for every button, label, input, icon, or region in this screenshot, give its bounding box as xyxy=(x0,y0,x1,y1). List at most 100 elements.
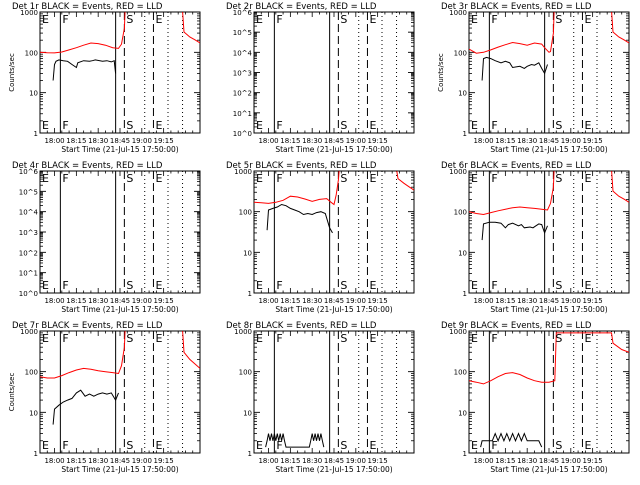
x-tick-label: 18:15 xyxy=(280,457,300,465)
chart-panel-1: Det 1r BLACK = Events, RED = LLD Counts/s… xyxy=(8,2,201,154)
lld-series-line xyxy=(469,171,629,216)
marker-label: S xyxy=(126,439,133,452)
y-tick-label: 1000 xyxy=(449,9,467,17)
x-axis-label: Start Time (21-Jul-15 17:50:00) xyxy=(61,145,178,154)
marker-label: E xyxy=(584,279,591,292)
y-tick-label: 10 xyxy=(458,90,467,98)
x-tick-label: 19:15 xyxy=(154,297,174,305)
y-tick-label: 10^0 xyxy=(233,130,252,138)
x-tick-label: 18:15 xyxy=(280,137,300,145)
lld-series-line xyxy=(469,12,629,54)
x-tick-label: 18:00 xyxy=(44,137,64,145)
y-tick-label: 10^6 xyxy=(233,9,253,17)
marker-label-top: E xyxy=(42,13,49,26)
x-tick-label: 19:15 xyxy=(583,297,603,305)
marker-label-top: E xyxy=(155,332,162,345)
plot-frame xyxy=(253,170,415,294)
marker-label: S xyxy=(555,119,562,132)
chart-panel-4: Det 4r BLACK = Events, RED = LLD 10^0 10^1… xyxy=(12,161,201,314)
x-tick-label: 18:00 xyxy=(44,457,64,465)
marker-label: E xyxy=(256,119,263,132)
y-tick-label: 1000 xyxy=(20,9,38,17)
plot-frame xyxy=(39,170,201,294)
marker-label-top: S xyxy=(340,332,347,345)
marker-label-top: S xyxy=(126,172,133,185)
x-tick-label: 19:15 xyxy=(583,137,603,145)
marker-label-top: F xyxy=(491,332,497,345)
chart-title: Det 2r BLACK = Events, RED = LLD xyxy=(226,2,377,12)
marker-label-top: F xyxy=(62,332,68,345)
marker-label: E xyxy=(471,439,478,452)
marker-label-top: S xyxy=(126,13,133,26)
marker-label: E xyxy=(471,119,478,132)
events-series-line xyxy=(266,203,333,234)
y-axis-label: Counts/sec xyxy=(8,373,16,412)
marker-label: E xyxy=(471,279,478,292)
events-series-line xyxy=(481,221,548,241)
chart-panel-5: Det 5r BLACK = Events, RED = LLD 1 10 100 10… xyxy=(226,161,415,314)
events-series-line xyxy=(265,433,325,448)
marker-label: E xyxy=(256,439,263,452)
marker-label: F xyxy=(491,279,497,292)
marker-label-top: F xyxy=(491,172,497,185)
x-axis-label: Start Time (21-Jul-15 17:50:00) xyxy=(61,305,178,314)
plot-frame xyxy=(468,330,630,454)
y-tick-label: 1000 xyxy=(449,328,467,336)
y-tick-label: 10 xyxy=(458,409,467,417)
marker-label-top: F xyxy=(276,332,282,345)
x-tick-label: 18:00 xyxy=(473,457,493,465)
events-series-line xyxy=(52,389,119,425)
marker-label: E xyxy=(256,279,263,292)
chart-title: Det 7r BLACK = Events, RED = LLD xyxy=(12,321,163,331)
x-tick-label: 18:30 xyxy=(302,137,322,145)
x-axis-label: Start Time (21-Jul-15 17:50:00) xyxy=(490,305,607,314)
chart-title: Det 1r BLACK = Events, RED = LLD xyxy=(12,2,163,12)
x-tick-label: 18:45 xyxy=(110,137,130,145)
y-tick-label: 100 xyxy=(25,369,38,377)
y-tick-label: 100 xyxy=(454,369,467,377)
y-tick-label: 10^0 xyxy=(19,290,38,298)
x-tick-label: 18:30 xyxy=(302,297,322,305)
y-tick-label: 1000 xyxy=(449,168,467,176)
marker-label-top: F xyxy=(62,172,68,185)
marker-label-top: E xyxy=(471,332,478,345)
x-tick-label: 18:15 xyxy=(66,297,86,305)
marker-label: E xyxy=(584,439,591,452)
x-tick-label: 18:00 xyxy=(258,457,278,465)
y-tick-label: 10^2 xyxy=(19,249,38,257)
chart-panel-7: Det 7r BLACK = Events, RED = LLD Counts/s… xyxy=(8,321,201,474)
marker-label: F xyxy=(491,439,497,452)
marker-label: F xyxy=(276,439,282,452)
events-series-line xyxy=(52,59,117,81)
x-tick-label: 18:30 xyxy=(88,137,108,145)
marker-label-top: E xyxy=(256,332,263,345)
marker-label: F xyxy=(276,119,282,132)
x-tick-label: 18:45 xyxy=(110,297,130,305)
y-tick-label: 10 xyxy=(243,249,252,257)
x-tick-label: 18:15 xyxy=(495,137,515,145)
x-tick-label: 18:00 xyxy=(44,297,64,305)
x-tick-label: 18:15 xyxy=(66,457,86,465)
x-tick-label: 18:00 xyxy=(473,137,493,145)
y-tick-label: 10 xyxy=(29,409,38,417)
y-tick-label: 1 xyxy=(34,130,38,138)
x-tick-label: 18:30 xyxy=(302,457,322,465)
lld-series-line xyxy=(469,332,629,385)
x-tick-label: 18:30 xyxy=(517,457,537,465)
marker-label-top: E xyxy=(155,13,162,26)
marker-label-top: S xyxy=(555,172,562,185)
chart-title: Det 5r BLACK = Events, RED = LLD xyxy=(226,161,377,171)
marker-label-top: E xyxy=(42,332,49,345)
x-tick-label: 19:15 xyxy=(154,137,174,145)
marker-label: S xyxy=(340,119,347,132)
x-tick-label: 18:30 xyxy=(517,297,537,305)
marker-label: E xyxy=(42,119,49,132)
lld-series-line xyxy=(40,331,200,379)
chart-title: Det 8r BLACK = Events, RED = LLD xyxy=(226,321,377,331)
x-tick-label: 18:00 xyxy=(473,297,493,305)
x-tick-label: 18:15 xyxy=(495,297,515,305)
marker-label-top: E xyxy=(584,172,591,185)
y-tick-label: 1 xyxy=(463,130,467,138)
marker-label: E xyxy=(155,439,162,452)
